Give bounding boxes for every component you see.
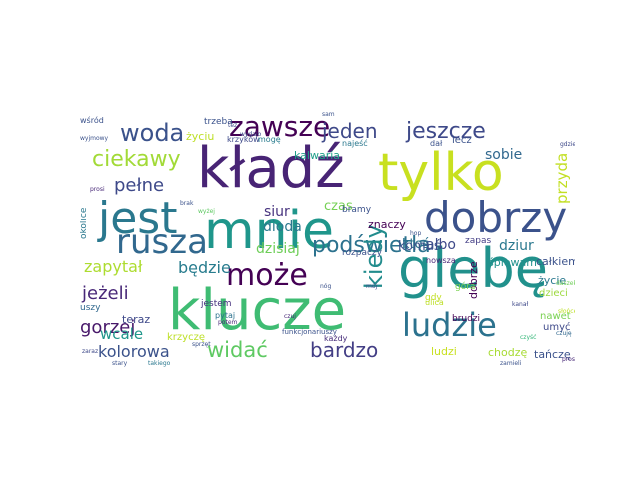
cloud-word: kalwaria [294, 149, 341, 162]
cloud-word: kładź [197, 136, 345, 201]
cloud-word: czas [324, 199, 353, 214]
cloud-word: zawsze [229, 110, 331, 143]
word-cloud: kładź tylko jest mnie dobrzy rusza glebę… [80, 109, 575, 370]
cloud-word: sprzęt [192, 341, 211, 348]
cloud-word: zaraz [82, 348, 99, 355]
cloud-word: znaczy [368, 218, 406, 231]
cloud-word: podświetla [312, 233, 431, 258]
cloud-word: siur [264, 204, 290, 220]
cloud-word: jest [98, 193, 178, 244]
cloud-word: ciekawy [92, 147, 181, 172]
cloud-word: ulica [425, 298, 444, 307]
cloud-word: komuś [398, 239, 441, 254]
cloud-word: wyżej [198, 208, 215, 215]
cloud-word: wśród [80, 116, 104, 125]
cloud-word: dzisiaj [256, 241, 300, 257]
cloud-word: nowsza [426, 256, 456, 265]
cloud-word: dzieci [539, 288, 568, 299]
cloud-word: widać [207, 338, 268, 362]
cloud-word: pytaj [215, 311, 236, 320]
cloud-word: wydajo [240, 131, 262, 138]
cloud-word: sobie [485, 147, 523, 163]
cloud-word: krzyków [227, 135, 260, 144]
cloud-word: będzie [178, 258, 231, 277]
cloud-word: jeden [322, 119, 378, 143]
cloud-word: czyść [520, 334, 537, 341]
cloud-word: zamieli [500, 360, 522, 367]
cloud-word: czuję [556, 330, 572, 337]
cloud-word: daszek [556, 280, 575, 287]
cloud-word: góra [455, 282, 476, 292]
cloud-word: hop [410, 230, 422, 237]
cloud-word: gdy [425, 293, 442, 303]
cloud-word: całkiem [536, 255, 575, 268]
cloud-word: bardzo [310, 338, 379, 362]
cloud-word: teraz [122, 313, 151, 326]
cloud-word: uszy [80, 303, 101, 313]
cloud-word: kanał [512, 301, 529, 308]
cloud-word: klucze [168, 278, 347, 343]
cloud-word: sam [322, 111, 335, 118]
cloud-word: pełne [114, 175, 165, 196]
cloud-word: jestem [201, 299, 232, 309]
cloud-word: każdy [324, 334, 348, 343]
cloud-word: najeść [342, 139, 368, 148]
cloud-word: krzyczę [167, 332, 205, 343]
cloud-word: glebę [398, 237, 549, 300]
cloud-word: gdzie [560, 141, 575, 148]
cloud-word: mnie [204, 201, 335, 261]
cloud-word: może [226, 258, 308, 293]
cloud-word: dobrze [467, 261, 480, 299]
cloud-word: dziur [499, 238, 534, 254]
cloud-word: jeszcze [406, 119, 486, 144]
cloud-word: wcale [100, 325, 144, 343]
cloud-word: zapytał [84, 257, 143, 276]
cloud-word: takiego [148, 360, 171, 367]
cloud-word: dioda [263, 219, 302, 235]
cloud-word: okolice [80, 207, 89, 239]
cloud-word: mogę [258, 135, 281, 144]
cloud-word: lecz [452, 135, 472, 146]
cloud-word: życie [538, 274, 567, 287]
cloud-word: ludzi [431, 345, 457, 358]
cloud-word: słońce [558, 308, 575, 315]
cloud-word: nawet [540, 311, 571, 322]
cloud-word: jeżeli [82, 283, 129, 304]
cloud-word: brudzi [452, 314, 481, 324]
cloud-word: wyjmowy [80, 135, 109, 142]
cloud-word: potem [218, 319, 238, 326]
cloud-word: kolorowa [98, 342, 170, 361]
cloud-word: proszę [562, 356, 575, 363]
cloud-word: też [228, 122, 238, 129]
cloud-word: trzeba [204, 117, 233, 127]
cloud-word: dał [430, 139, 443, 148]
cloud-word: ktoś [402, 237, 430, 252]
cloud-word: bramy [342, 205, 372, 215]
cloud-word: rusza [116, 222, 208, 262]
cloud-word: gorzej [80, 317, 136, 338]
cloud-word: rozpaczy [342, 248, 382, 258]
cloud-word: prosi [90, 186, 105, 193]
cloud-word: życiu [186, 130, 215, 143]
cloud-word: czuj [284, 313, 296, 320]
cloud-word: brak [180, 200, 194, 207]
cloud-word: dobrzy [424, 193, 568, 242]
cloud-word: chodzę [488, 346, 528, 359]
cloud-word: tylko [378, 143, 504, 203]
cloud-word: albo [426, 237, 456, 253]
cloud-word: stary [112, 360, 128, 367]
cloud-word: tańczę [534, 348, 571, 361]
cloud-word: funkcjonariuszy [282, 328, 337, 336]
cloud-word: mój [366, 283, 378, 290]
cloud-word: nóg [320, 283, 332, 290]
cloud-word: umyć [543, 322, 571, 333]
cloud-word: woda [120, 119, 185, 147]
cloud-word: śpiewam [488, 256, 537, 269]
cloud-word: przyda [553, 152, 571, 204]
cloud-word: ludzie [402, 306, 497, 344]
cloud-word: zapas [465, 236, 492, 246]
